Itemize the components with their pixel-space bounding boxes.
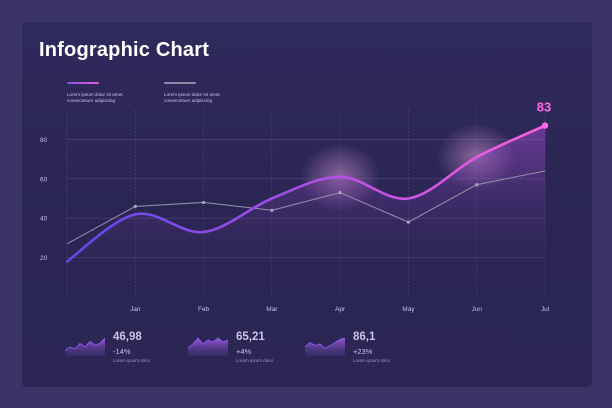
data-point-highlight [541,122,549,129]
legend-text-primary: Lorem ipsum dolor sit amet, consectetuer… [67,92,147,104]
x-tick-label: May [402,306,415,313]
data-point-secondary [406,220,411,224]
y-tick-label: 20 [40,255,48,262]
sparkline [65,337,105,356]
sparkline-line [65,337,105,352]
x-tick-label: Apr [335,306,346,313]
legend-text-line2: consectetuer adipiscing [164,98,213,103]
series-area-primary [67,125,545,297]
stat-value: 86,1 [353,331,376,343]
y-tick-label: 60 [40,176,48,183]
legend-text-secondary: Lorem ipsum dolor sit amet, consectetuer… [164,92,244,104]
x-tick-label: Feb [198,306,210,313]
highlight-value-label: 83 [537,100,551,115]
sparkline-line [305,337,345,350]
y-tick-label: 40 [40,216,48,223]
legend-swatch-primary [67,82,99,84]
sparkline-line [188,337,228,349]
stat-change: +23% [353,347,373,356]
series-line-secondary [66,170,546,245]
stat-change: +4% [236,347,252,356]
legend-item-primary: Lorem ipsum dolor sit amet, consectetuer… [67,82,147,104]
stat-card-2: 65,21 +4% Lorem ipsum dolor [188,328,298,364]
stat-card-1: 46,98 -14% Lorem ipsum dolor [65,328,175,364]
data-point-secondary [338,190,342,195]
data-point-secondary [201,200,206,205]
stat-caption: Lorem ipsum dolor [353,358,391,363]
legend-swatch-secondary [164,82,196,84]
stat-card-3: 86,1 +23% Lorem ipsum dolor [305,328,415,364]
y-tick-label: 80 [40,137,48,144]
legend-item-secondary: Lorem ipsum dolor sit amet, consectetuer… [164,82,244,104]
stat-caption: Lorem ipsum dolor [236,358,274,363]
sparkline-area [188,338,228,356]
x-tick-label: Jan [130,306,141,313]
page-title: Infographic Chart [39,39,210,61]
series-line-primary [65,124,547,263]
legend-text-line2: consectetuer adipiscing [67,98,116,103]
x-tick-label: Mar [266,306,278,313]
data-point-secondary [133,204,137,208]
legend-text-line1: Lorem ipsum dolor sit amet, [164,92,221,97]
stat-value: 46,98 [113,331,142,343]
chart-card: Infographic Chart Lorem ipsum dolor sit … [22,22,592,387]
sparkline [188,337,228,356]
sparkline [305,337,345,356]
stat-change: -14% [113,347,131,356]
x-tick-label: Jul [541,306,550,313]
x-tick-label: Jun [471,306,482,313]
line-chart: 20 40 60 80 Jan Feb Mar Apr May Jun Jul 83 [40,100,551,313]
stat-value: 65,21 [236,331,265,343]
data-point-secondary [270,208,274,212]
stat-caption: Lorem ipsum dolor [113,358,151,363]
data-point-secondary [475,183,479,187]
legend-text-line1: Lorem ipsum dolor sit amet, [67,92,124,97]
sparkline-area [305,338,345,356]
